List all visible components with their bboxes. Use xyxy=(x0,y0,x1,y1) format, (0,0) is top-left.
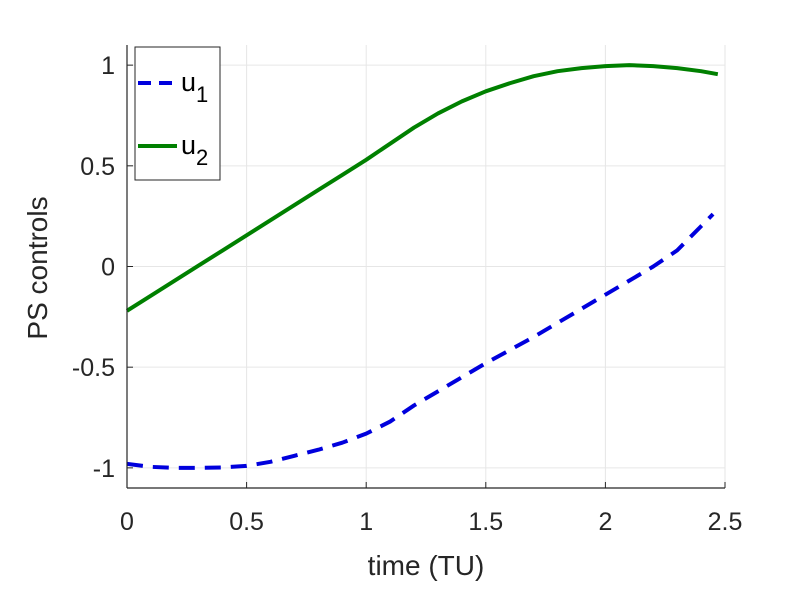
y-tick-label-3: 0.5 xyxy=(80,153,115,181)
x-tick-label-1: 0.5 xyxy=(229,508,264,536)
series-layer xyxy=(125,63,719,470)
ticks-layer: 0 0.5 1 1.5 2 2.5 -1 -0.5 0 0.5 1 xyxy=(72,52,742,536)
legend-entry-u2-subscript: 2 xyxy=(196,145,208,170)
y-tick-label-4: 1 xyxy=(101,52,115,80)
legend-box xyxy=(134,46,221,181)
x-tick-label-3: 1.5 xyxy=(468,508,503,536)
y-tick-label-0: -1 xyxy=(93,455,115,483)
series-line-u1 xyxy=(126,212,715,470)
x-tick-label-5: 2.5 xyxy=(708,508,743,536)
legend-entry-u1-name: u xyxy=(181,67,196,97)
x-tick-label-0: 0 xyxy=(120,508,134,536)
x-axis-label: time (TU) xyxy=(368,550,485,581)
y-tick-label-2: 0 xyxy=(101,254,115,282)
legend-entry-u1-subscript: 1 xyxy=(196,82,208,107)
legend-entry-u2: u2 xyxy=(181,130,208,170)
x-tick-label-2: 1 xyxy=(359,508,373,536)
legend: u1 u2 xyxy=(134,46,221,181)
legend-entry-u2-name: u xyxy=(181,130,196,160)
y-axis-label: PS controls xyxy=(22,196,53,339)
x-tick-label-4: 2 xyxy=(598,508,612,536)
y-tick-label-1: -0.5 xyxy=(72,354,115,382)
legend-entry-u1: u1 xyxy=(181,67,208,107)
series-line-u2 xyxy=(125,63,719,313)
